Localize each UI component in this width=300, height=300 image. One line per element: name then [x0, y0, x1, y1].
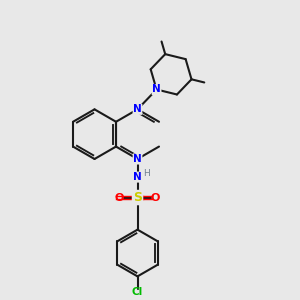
- Text: Cl: Cl: [132, 286, 143, 297]
- Text: N: N: [133, 172, 142, 182]
- Text: O: O: [151, 193, 160, 202]
- Text: O: O: [115, 193, 124, 202]
- Text: N: N: [152, 85, 161, 94]
- Text: S: S: [133, 191, 142, 204]
- Text: N: N: [133, 104, 142, 114]
- Text: N: N: [133, 154, 142, 164]
- Text: H: H: [143, 169, 150, 178]
